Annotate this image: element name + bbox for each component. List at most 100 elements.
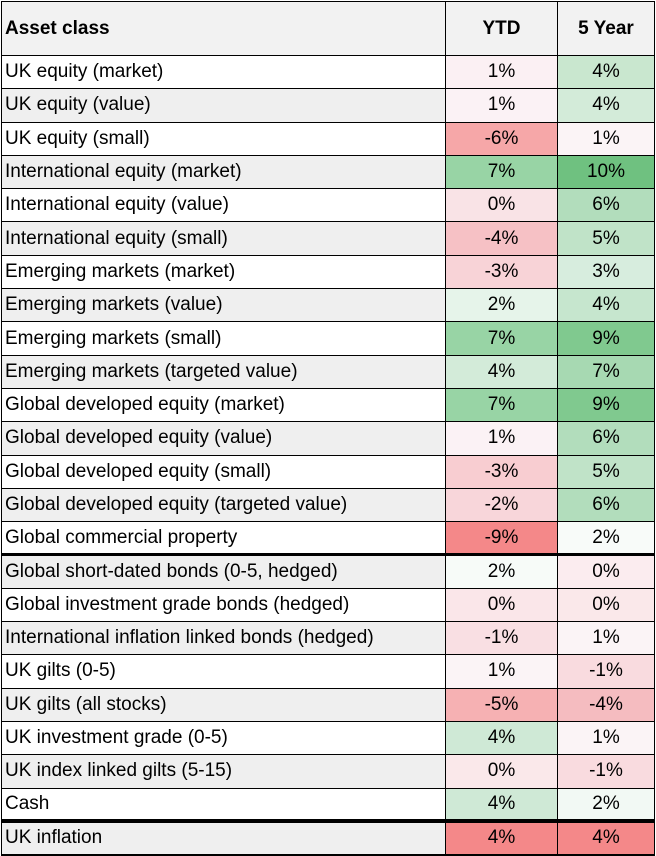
asset-class-cell: Cash: [1, 787, 446, 822]
ytd-return-cell: 0%: [445, 754, 558, 789]
table-row: International equity (small) -4% 5%: [1, 221, 655, 256]
table-row: UK equity (small) -6% 1%: [1, 121, 655, 156]
table-row: Global developed equity (targeted value)…: [1, 487, 655, 523]
five-year-return-cell: 4%: [557, 88, 655, 123]
table-row: UK gilts (all stocks) -5% -4%: [1, 687, 655, 722]
table-row: Cash 4% 2%: [1, 787, 655, 822]
ytd-return-cell: 7%: [445, 387, 558, 423]
ytd-return-cell: -1%: [445, 621, 558, 656]
header-asset-class: Asset class: [1, 1, 446, 56]
ytd-return-cell: 4%: [445, 787, 558, 822]
ytd-return-cell: -3%: [445, 254, 558, 290]
asset-class-cell: Emerging markets (market): [1, 254, 446, 290]
ytd-return-cell: 1%: [445, 654, 558, 689]
table-row: UK equity (value) 1% 4%: [1, 88, 655, 123]
table-row: Emerging markets (targeted value) 4% 7%: [1, 354, 655, 389]
five-year-return-cell: 5%: [557, 454, 655, 489]
asset-class-cell: UK equity (value): [1, 88, 446, 123]
asset-class-cell: UK index linked gilts (5-15): [1, 754, 446, 789]
asset-class-cell: Emerging markets (targeted value): [1, 354, 446, 389]
asset-class-cell: Global developed equity (targeted value): [1, 487, 446, 523]
asset-class-cell: Global developed equity (market): [1, 387, 446, 423]
ytd-return-cell: 2%: [445, 553, 558, 589]
five-year-return-cell: 2%: [557, 521, 655, 556]
five-year-return-cell: 4%: [557, 819, 655, 856]
five-year-return-cell: 6%: [557, 188, 655, 223]
ytd-return-cell: 1%: [445, 54, 558, 90]
table-row: Global developed equity (small) -3% 5%: [1, 454, 655, 489]
table-row: UK equity (market) 1% 4%: [1, 54, 655, 90]
ytd-return-cell: 4%: [445, 354, 558, 389]
table-row: Emerging markets (small) 7% 9%: [1, 321, 655, 356]
asset-class-cell: Global investment grade bonds (hedged): [1, 587, 446, 623]
ytd-return-cell: -4%: [445, 221, 558, 256]
table-row: Global commercial property -9% 2%: [1, 521, 655, 556]
table-row: Emerging markets (market) -3% 3%: [1, 254, 655, 290]
table-row: Global short-dated bonds (0-5, hedged) 2%…: [1, 553, 655, 589]
asset-class-cell: Global developed equity (small): [1, 454, 446, 489]
ytd-return-cell: 0%: [445, 188, 558, 223]
asset-class-cell: International equity (value): [1, 188, 446, 223]
five-year-return-cell: 5%: [557, 221, 655, 256]
five-year-return-cell: 9%: [557, 321, 655, 356]
asset-class-cell: UK inflation: [1, 819, 446, 856]
five-year-return-cell: 6%: [557, 421, 655, 456]
five-year-return-cell: 4%: [557, 54, 655, 90]
ytd-return-cell: 1%: [445, 88, 558, 123]
header-ytd: YTD: [445, 1, 558, 56]
table-row: Global investment grade bonds (hedged) 0%…: [1, 587, 655, 623]
five-year-return-cell: 1%: [557, 720, 655, 756]
five-year-return-cell: 4%: [557, 288, 655, 323]
asset-class-cell: UK equity (market): [1, 54, 446, 90]
table-row: UK inflation 4% 4%: [1, 819, 655, 856]
five-year-return-cell: -4%: [557, 687, 655, 722]
asset-class-cell: UK gilts (0-5): [1, 654, 446, 689]
ytd-return-cell: 4%: [445, 819, 558, 856]
table-row: UK gilts (0-5) 1% -1%: [1, 654, 655, 689]
asset-class-cell: International equity (small): [1, 221, 446, 256]
asset-class-cell: Emerging markets (value): [1, 288, 446, 323]
five-year-return-cell: 7%: [557, 354, 655, 389]
five-year-return-cell: 9%: [557, 387, 655, 423]
table-row: International equity (market) 7% 10%: [1, 154, 655, 190]
ytd-return-cell: -5%: [445, 687, 558, 722]
ytd-return-cell: 0%: [445, 587, 558, 623]
asset-class-cell: UK gilts (all stocks): [1, 687, 446, 722]
five-year-return-cell: 3%: [557, 254, 655, 290]
header-5-year: 5 Year: [557, 1, 655, 56]
asset-class-cell: Global developed equity (value): [1, 421, 446, 456]
table-row: UK investment grade (0-5) 4% 1%: [1, 720, 655, 756]
asset-class-cell: UK investment grade (0-5): [1, 720, 446, 756]
asset-class-cell: Global commercial property: [1, 521, 446, 556]
five-year-return-cell: 0%: [557, 553, 655, 589]
ytd-return-cell: 4%: [445, 720, 558, 756]
asset-class-cell: UK equity (small): [1, 121, 446, 156]
asset-class-cell: International inflation linked bonds (he…: [1, 621, 446, 656]
asset-class-cell: Global short-dated bonds (0-5, hedged): [1, 553, 446, 589]
table-row: International inflation linked bonds (he…: [1, 621, 655, 656]
five-year-return-cell: 6%: [557, 487, 655, 523]
ytd-return-cell: -9%: [445, 521, 558, 556]
header-row: Asset class YTD 5 Year: [1, 1, 655, 56]
five-year-return-cell: 2%: [557, 787, 655, 822]
ytd-return-cell: 7%: [445, 321, 558, 356]
ytd-return-cell: -2%: [445, 487, 558, 523]
asset-class-cell: International equity (market): [1, 154, 446, 190]
five-year-return-cell: 1%: [557, 621, 655, 656]
five-year-return-cell: 10%: [557, 154, 655, 190]
table-row: Global developed equity (value) 1% 6%: [1, 421, 655, 456]
five-year-return-cell: 0%: [557, 587, 655, 623]
ytd-return-cell: 1%: [445, 421, 558, 456]
ytd-return-cell: -6%: [445, 121, 558, 156]
table-row: UK index linked gilts (5-15) 0% -1%: [1, 754, 655, 789]
table-row: Global developed equity (market) 7% 9%: [1, 387, 655, 423]
ytd-return-cell: 7%: [445, 154, 558, 190]
table-body: UK equity (market) 1% 4% UK equity (value) 1…: [1, 54, 655, 856]
ytd-return-cell: -3%: [445, 454, 558, 489]
table-row: International equity (value) 0% 6%: [1, 188, 655, 223]
five-year-return-cell: 1%: [557, 121, 655, 156]
asset-class-cell: Emerging markets (small): [1, 321, 446, 356]
five-year-return-cell: -1%: [557, 654, 655, 689]
